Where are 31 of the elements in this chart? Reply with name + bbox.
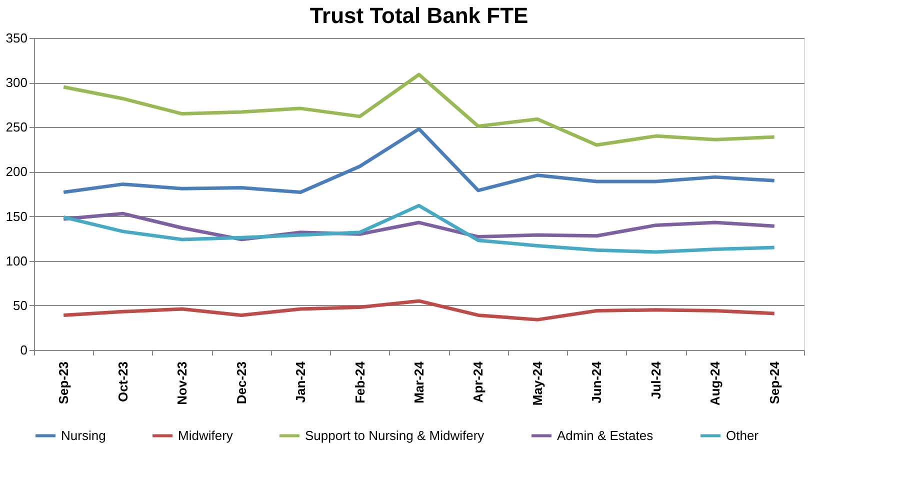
y-tick-label: 0 — [20, 342, 28, 358]
x-tick-label: Feb-24 — [352, 360, 368, 404]
x-tick-label: May-24 — [530, 360, 545, 406]
x-tick-label: Dec-23 — [234, 362, 249, 404]
y-tick-label: 200 — [6, 164, 28, 180]
x-tick-label: Sep-23 — [56, 362, 72, 404]
x-tick-label: Sep-24 — [766, 360, 782, 404]
y-tick-label: 100 — [6, 253, 28, 268]
y-tick-label: 300 — [6, 75, 28, 90]
x-tick-label: Nov-23 — [174, 362, 190, 405]
line-series — [62, 204, 776, 254]
legend-label: Support to Nursing & Midwifery — [305, 428, 485, 443]
x-tick-label: Jul-24 — [648, 360, 664, 400]
chart-title: Trust Total Bank FTE — [310, 3, 528, 28]
legend-label: Midwifery — [178, 428, 234, 443]
line-series — [62, 127, 776, 194]
x-tick-label: Apr-24 — [470, 360, 486, 403]
y-tick-label: 350 — [6, 30, 28, 46]
y-tick-label: 150 — [6, 208, 28, 224]
y-tick-label: 250 — [6, 120, 28, 135]
x-tick-label: Aug-24 — [708, 360, 723, 406]
y-tick-label: 50 — [13, 298, 28, 313]
line-series — [62, 299, 776, 322]
x-tick-label: Oct-23 — [115, 362, 130, 402]
legend-label: Nursing — [61, 428, 106, 443]
legend-label: Admin & Estates — [557, 428, 654, 443]
x-tick-label: Jun-24 — [589, 360, 604, 404]
legend-label: Other — [726, 428, 760, 443]
line-series — [62, 72, 776, 147]
x-tick-label: Mar-24 — [412, 360, 426, 404]
x-tick-label: Jan-24 — [293, 360, 308, 403]
